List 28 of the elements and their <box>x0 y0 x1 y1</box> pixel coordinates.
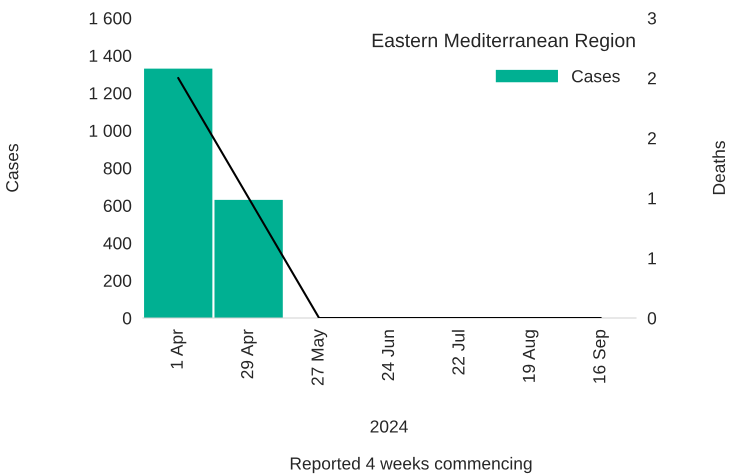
y-tick-label: 1 000 <box>90 124 132 137</box>
legend-label: Cases <box>572 70 620 82</box>
y-tick-label: 0 <box>122 312 132 324</box>
y-tick-label: 200 <box>104 274 132 287</box>
y-tick-label: 1 200 <box>90 87 132 100</box>
y-tick-label: 400 <box>103 237 132 250</box>
y2-tick-label: 1 <box>648 252 656 264</box>
y2-tick-label: 0 <box>648 312 656 324</box>
x-tick-label: 24 Jun <box>382 330 394 380</box>
y2-axis-title: Deaths <box>712 141 726 194</box>
x-axis-title: Reported 4 weeks commencing <box>290 456 532 474</box>
y-tick-label: 600 <box>104 200 132 212</box>
y2-tick-label: 1 <box>648 192 656 204</box>
y-axis-title: Cases <box>6 144 18 192</box>
y2-tick-label: 2 <box>648 132 656 144</box>
y2-tick-label: 3 <box>648 12 656 24</box>
text: Eastern Mediterranean Region <box>372 33 635 52</box>
y-tick-label: 800 <box>104 162 132 174</box>
x-tick-label: 16 Sep <box>593 330 609 383</box>
y2-tick-label: 2 <box>648 72 656 84</box>
x-tick-label: 27 May <box>311 329 328 386</box>
x-tick-label: 1 Apr <box>170 329 186 368</box>
x-tick-label: 29 Apr <box>241 329 257 378</box>
text: 2024 <box>370 420 408 433</box>
x-tick-label: 22 Jul <box>452 330 465 375</box>
x-tick-label: 19 Aug <box>522 330 538 382</box>
y-tick-label: 1 400 <box>90 50 132 62</box>
y-tick-label: 1 600 <box>90 12 132 24</box>
